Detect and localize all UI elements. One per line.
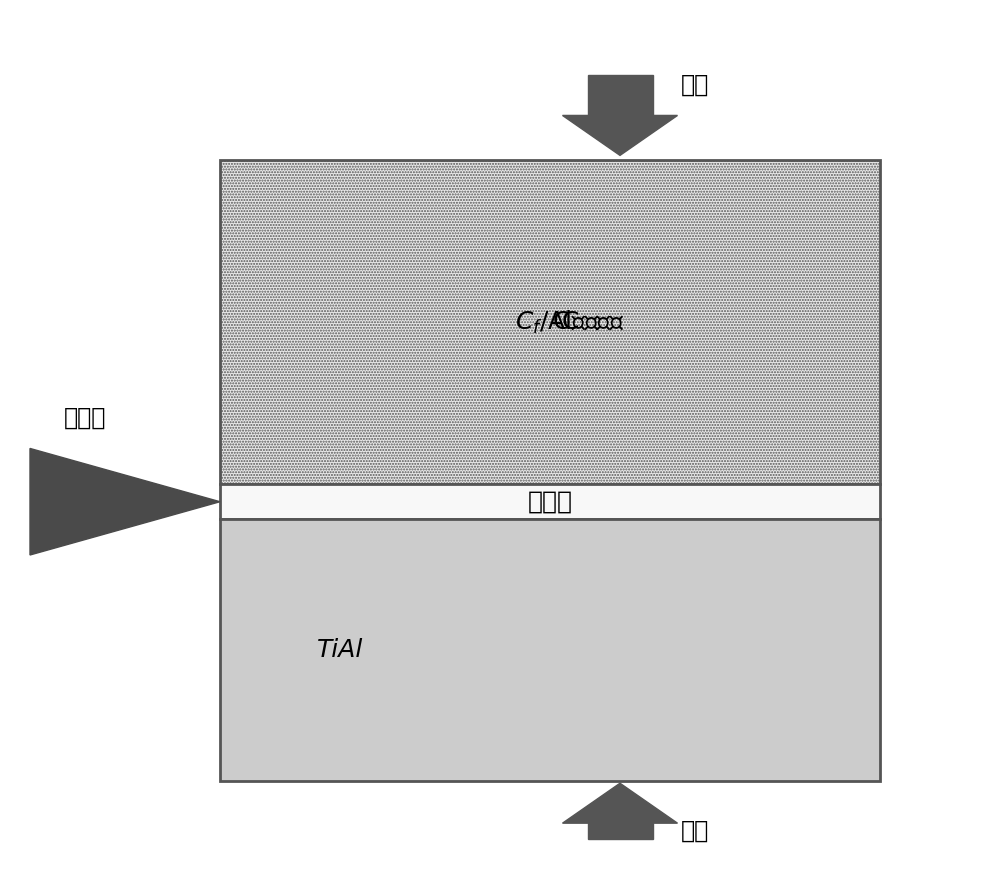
Text: 压力: 压力	[681, 818, 709, 843]
Polygon shape	[220, 519, 880, 781]
Polygon shape	[588, 75, 652, 115]
Polygon shape	[562, 783, 678, 823]
Polygon shape	[220, 160, 880, 484]
Text: 压力: 压力	[681, 72, 709, 97]
Polygon shape	[220, 484, 880, 519]
Text: C: C	[561, 310, 579, 334]
Text: 中间层: 中间层	[528, 489, 572, 514]
Polygon shape	[588, 823, 652, 839]
Text: C: C	[553, 310, 570, 334]
Text: $C_f$/Al复合材料: $C_f$/Al复合材料	[515, 308, 625, 336]
Polygon shape	[562, 115, 678, 155]
Text: 激光束: 激光束	[64, 405, 106, 430]
Text: TiAl: TiAl	[317, 638, 363, 662]
Polygon shape	[30, 448, 220, 555]
